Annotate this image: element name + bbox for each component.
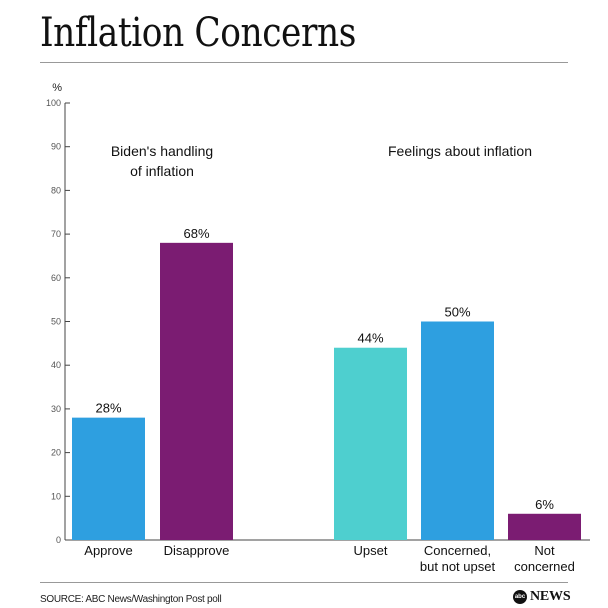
y-tick-label: 80 (51, 185, 61, 195)
category-label: Concerned, (424, 543, 491, 558)
category-label: but not upset (420, 559, 496, 574)
page-title: Inflation Concerns (40, 10, 356, 56)
y-tick-label: 90 (51, 142, 61, 152)
bar (160, 242, 233, 540)
bar (421, 321, 494, 540)
y-tick-label: 40 (51, 360, 61, 370)
bar (508, 513, 581, 540)
category-label: concerned (514, 559, 575, 574)
group-title: of inflation (130, 163, 194, 179)
category-label: Approve (84, 543, 132, 558)
group-title: Biden's handling (111, 143, 213, 159)
y-axis-unit-label: % (52, 82, 62, 94)
y-tick-label: 0 (56, 535, 61, 545)
footer-divider (40, 582, 568, 583)
y-tick-label: 60 (51, 273, 61, 283)
y-tick-label: 100 (46, 98, 61, 108)
abc-logo-icon: abc (513, 590, 527, 604)
y-tick-label: 30 (51, 404, 61, 414)
source-note: SOURCE: ABC News/Washington Post poll (40, 594, 222, 605)
bar (72, 417, 145, 540)
category-label: Upset (354, 543, 388, 558)
bar-value-label: 6% (535, 497, 554, 512)
bar (334, 347, 407, 540)
y-tick-label: 50 (51, 317, 61, 327)
y-tick-label: 10 (51, 491, 61, 501)
y-tick-label: 70 (51, 229, 61, 239)
title-divider (40, 62, 568, 63)
bar-value-label: 50% (444, 305, 470, 320)
bar-value-label: 44% (357, 331, 383, 346)
abc-news-logo: abc NEWS (513, 589, 571, 605)
category-label: Disapprove (164, 543, 230, 558)
bar-value-label: 68% (183, 226, 209, 241)
bar-chart: % 0 10 20 30 40 50 60 70 80 90 100 Biden's handling o… (46, 82, 590, 574)
group-title: Feelings about inflation (388, 143, 532, 159)
bar-value-label: 28% (95, 401, 121, 416)
y-tick-label: 20 (51, 448, 61, 458)
logo-wordmark: NEWS (530, 589, 571, 604)
category-label: Not (534, 543, 555, 558)
